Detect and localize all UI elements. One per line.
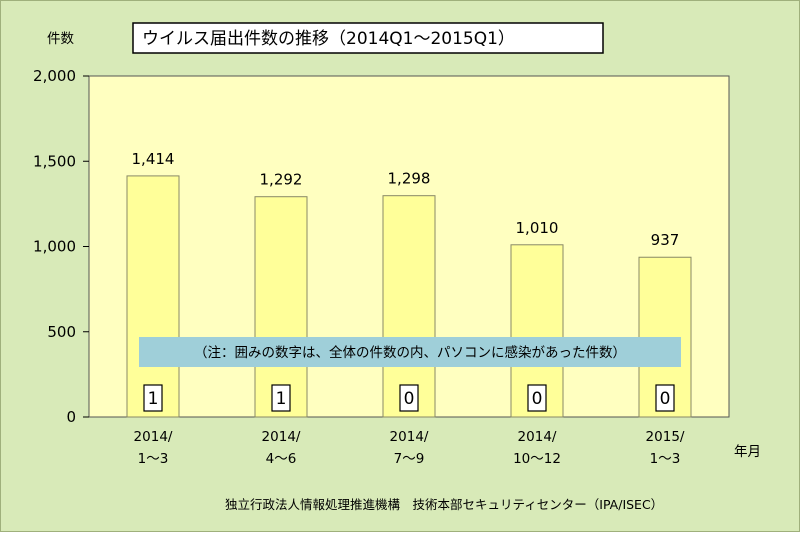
pc-infection-count: 0 <box>532 389 543 409</box>
pc-infection-boxes: 1 1 0 0 0 <box>143 384 675 412</box>
pc-infection-count: 0 <box>660 389 671 409</box>
pc-infection-box <box>399 384 419 412</box>
value-label: 1,010 <box>516 219 559 237</box>
y-tick-label: 0 <box>66 408 76 426</box>
x-tick-label-months: 10～12 <box>513 451 561 467</box>
pc-infection-count: 1 <box>148 389 159 409</box>
note-banner <box>139 337 681 367</box>
y-tick-label: 1,500 <box>33 152 76 170</box>
y-axis: 0 500 1,000 1,500 2,000 <box>33 67 89 426</box>
y-axis-label: 件数 <box>47 31 74 47</box>
x-tick-label-year: 2014/ <box>134 429 173 445</box>
x-axis-label: 年月 <box>734 444 761 460</box>
bar <box>382 195 436 418</box>
source-credit: 独立行政法人情報処理推進機構 技術本部セキュリティセンター（IPA/ISEC） <box>225 497 663 512</box>
bar <box>254 196 308 418</box>
x-tick-label-months: 4～6 <box>266 451 297 467</box>
x-axis: 2014/1～3 2014/4～6 2014/7～9 2014/10～12 2015/1… <box>134 429 685 467</box>
y-tick-label: 1,000 <box>33 238 76 256</box>
y-tick-label: 500 <box>47 323 76 341</box>
pc-infection-box <box>655 384 675 412</box>
value-label: 1,292 <box>260 171 303 189</box>
y-tick-label: 2,000 <box>33 67 76 85</box>
pc-infection-count: 0 <box>404 389 415 409</box>
x-tick-label-year: 2015/ <box>646 429 685 445</box>
x-tick-label-year: 2014/ <box>262 429 301 445</box>
bar <box>126 175 180 418</box>
value-label: 1,414 <box>132 150 175 168</box>
x-tick-label-months: 7～9 <box>394 451 425 467</box>
x-tick-label-year: 2014/ <box>390 429 429 445</box>
chart-title: ウイルス届出件数の推移（2014Q1～2015Q1） <box>142 29 515 49</box>
x-tick-label-year: 2014/ <box>518 429 557 445</box>
pc-infection-box <box>143 384 163 412</box>
value-label: 937 <box>651 231 680 249</box>
pc-infection-box <box>271 384 291 412</box>
x-tick-label-months: 1～3 <box>138 451 169 467</box>
title-box <box>132 22 604 54</box>
pc-infection-count: 1 <box>276 389 287 409</box>
pc-infection-box <box>527 384 547 412</box>
note-text: （注：囲みの数字は、全体の件数の内、パソコンに感染があった件数） <box>194 344 626 361</box>
x-tick-label-months: 1～3 <box>650 451 681 467</box>
value-label: 1,298 <box>388 170 431 188</box>
